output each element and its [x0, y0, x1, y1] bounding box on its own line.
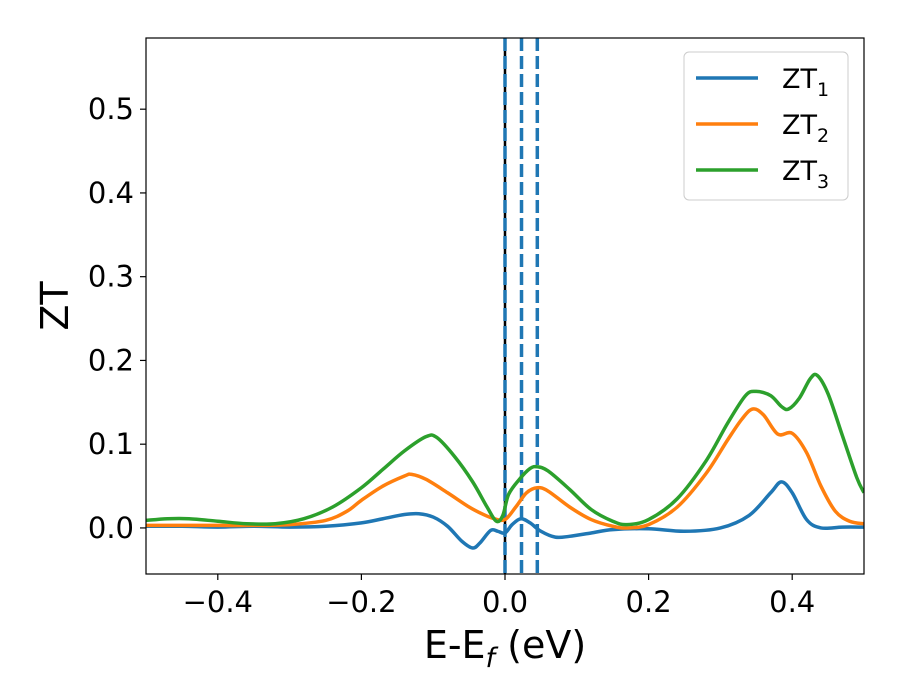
legend-label-2: ZT2 [782, 110, 829, 147]
series-line-3 [146, 372, 864, 527]
legend-label-3: ZT3 [782, 156, 829, 193]
legend: ZT1 ZT2 ZT3 [683, 51, 849, 201]
y-axis-ticks: 0.0 0.1 0.2 0.3 0.4 0.5 [88, 92, 146, 545]
x-axis-ticks: −0.4 −0.2 0.0 0.2 0.4 [183, 574, 815, 619]
y-tick-label: 0.2 [88, 343, 134, 377]
x-tick-label: 0.4 [769, 585, 815, 619]
x-tick-label: −0.2 [326, 585, 396, 619]
x-axis-label-main: E-E [424, 623, 486, 667]
y-tick-label: 0.3 [88, 260, 134, 294]
x-tick-label: 0.0 [482, 585, 528, 619]
y-axis-label: ZT [33, 281, 77, 331]
x-axis-label-unit: (eV) [495, 623, 586, 667]
series-line-1 [146, 480, 864, 550]
y-tick-label: 0.4 [88, 176, 134, 210]
legend-label-1: ZT1 [782, 64, 829, 101]
x-tick-label: −0.4 [183, 585, 253, 619]
vertical-reference-lines [503, 38, 540, 574]
y-tick-label: 0.0 [88, 511, 134, 545]
series-line-2 [146, 407, 864, 530]
series-layer [146, 372, 864, 550]
legend-box [683, 51, 849, 201]
x-axis-label: E-Ef (eV) [424, 623, 586, 674]
x-tick-label: 0.2 [626, 585, 672, 619]
y-tick-label: 0.5 [88, 92, 134, 126]
y-tick-label: 0.1 [88, 427, 134, 461]
